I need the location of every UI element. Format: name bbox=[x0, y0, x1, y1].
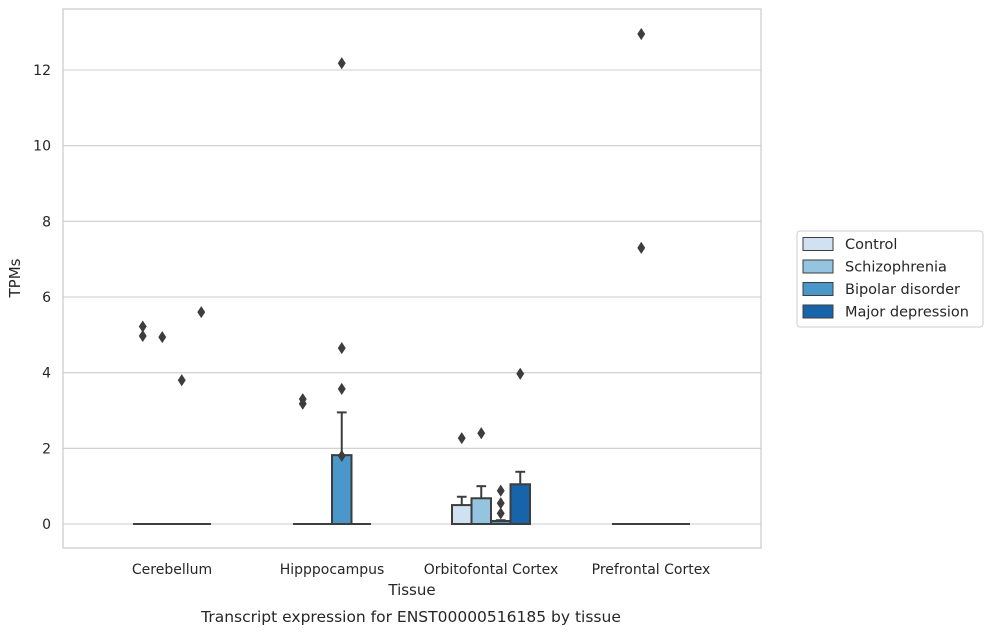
box-body bbox=[331, 454, 353, 526]
legend-item: Major depression bbox=[802, 304, 969, 321]
plot-frame bbox=[62, 8, 762, 549]
legend-swatch bbox=[802, 304, 834, 319]
box-body bbox=[470, 497, 492, 526]
box-groups bbox=[133, 411, 690, 526]
y-tick-label: 2 bbox=[42, 441, 51, 457]
outlier-point bbox=[197, 306, 206, 319]
y-tick-label: 0 bbox=[42, 517, 51, 533]
box-bipolar-disorder bbox=[490, 519, 512, 525]
outlier-point bbox=[337, 342, 346, 355]
y-axis-title: TPMs bbox=[6, 258, 24, 298]
outlier-point bbox=[477, 427, 486, 440]
legend-label: Schizophrenia bbox=[845, 260, 947, 276]
outlier-point bbox=[337, 57, 346, 70]
box-body bbox=[451, 504, 473, 526]
legend-swatch bbox=[802, 259, 834, 274]
box-body bbox=[509, 483, 531, 525]
legend-frame bbox=[796, 230, 984, 328]
outlier-point bbox=[138, 329, 147, 343]
y-tick-label: 6 bbox=[42, 290, 51, 306]
x-tick-labels: Cerebellum Hipppocampus Orbitofontal Corte… bbox=[132, 562, 710, 578]
outlier-point bbox=[337, 449, 346, 462]
legend-label: Major depression bbox=[845, 305, 969, 321]
x-axis-title: Tissue bbox=[387, 581, 435, 599]
box-schizophrenia bbox=[470, 485, 492, 526]
legend: Control Schizophrenia Bipolar disorder Majo… bbox=[796, 230, 984, 328]
outliers bbox=[138, 28, 646, 520]
box-major-depression bbox=[509, 470, 531, 525]
outlier-point bbox=[298, 397, 307, 410]
x-tick-label: Orbitofontal Cortex bbox=[424, 562, 559, 578]
x-tick-label: Hipppocampus bbox=[280, 562, 385, 578]
legend-item: Bipolar disorder bbox=[802, 282, 960, 298]
legend-item: Schizophrenia bbox=[802, 259, 947, 276]
box-control bbox=[451, 495, 473, 526]
legend-label: Control bbox=[845, 237, 897, 253]
legend-label: Bipolar disorder bbox=[845, 282, 960, 298]
y-tick-label: 12 bbox=[33, 63, 51, 79]
outlier-point bbox=[496, 507, 505, 520]
outlier-point bbox=[496, 497, 505, 510]
x-tick-label: Prefrontal Cortex bbox=[592, 562, 711, 578]
outlier-point bbox=[637, 241, 646, 254]
y-tick-labels: 0 2 4 6 8 10 12 bbox=[33, 63, 51, 533]
y-tick-label: 10 bbox=[33, 139, 51, 155]
chart-title: Transcript expression for ENST0000051618… bbox=[200, 608, 621, 626]
grid-lines bbox=[63, 69, 761, 525]
outlier-point bbox=[158, 331, 167, 344]
outlier-point bbox=[637, 28, 646, 41]
legend-swatch bbox=[802, 237, 834, 251]
outlier-point bbox=[457, 432, 466, 445]
outlier-point bbox=[516, 367, 525, 380]
y-tick-label: 4 bbox=[42, 366, 51, 382]
outlier-point bbox=[496, 484, 505, 497]
outlier-point bbox=[337, 382, 346, 395]
y-tick-label: 8 bbox=[42, 214, 51, 230]
x-tick-label: Cerebellum bbox=[132, 562, 212, 578]
box-bipolar-disorder bbox=[331, 411, 353, 526]
outlier-point bbox=[177, 374, 186, 387]
legend-item: Control bbox=[802, 237, 897, 253]
legend-swatch bbox=[802, 282, 834, 296]
